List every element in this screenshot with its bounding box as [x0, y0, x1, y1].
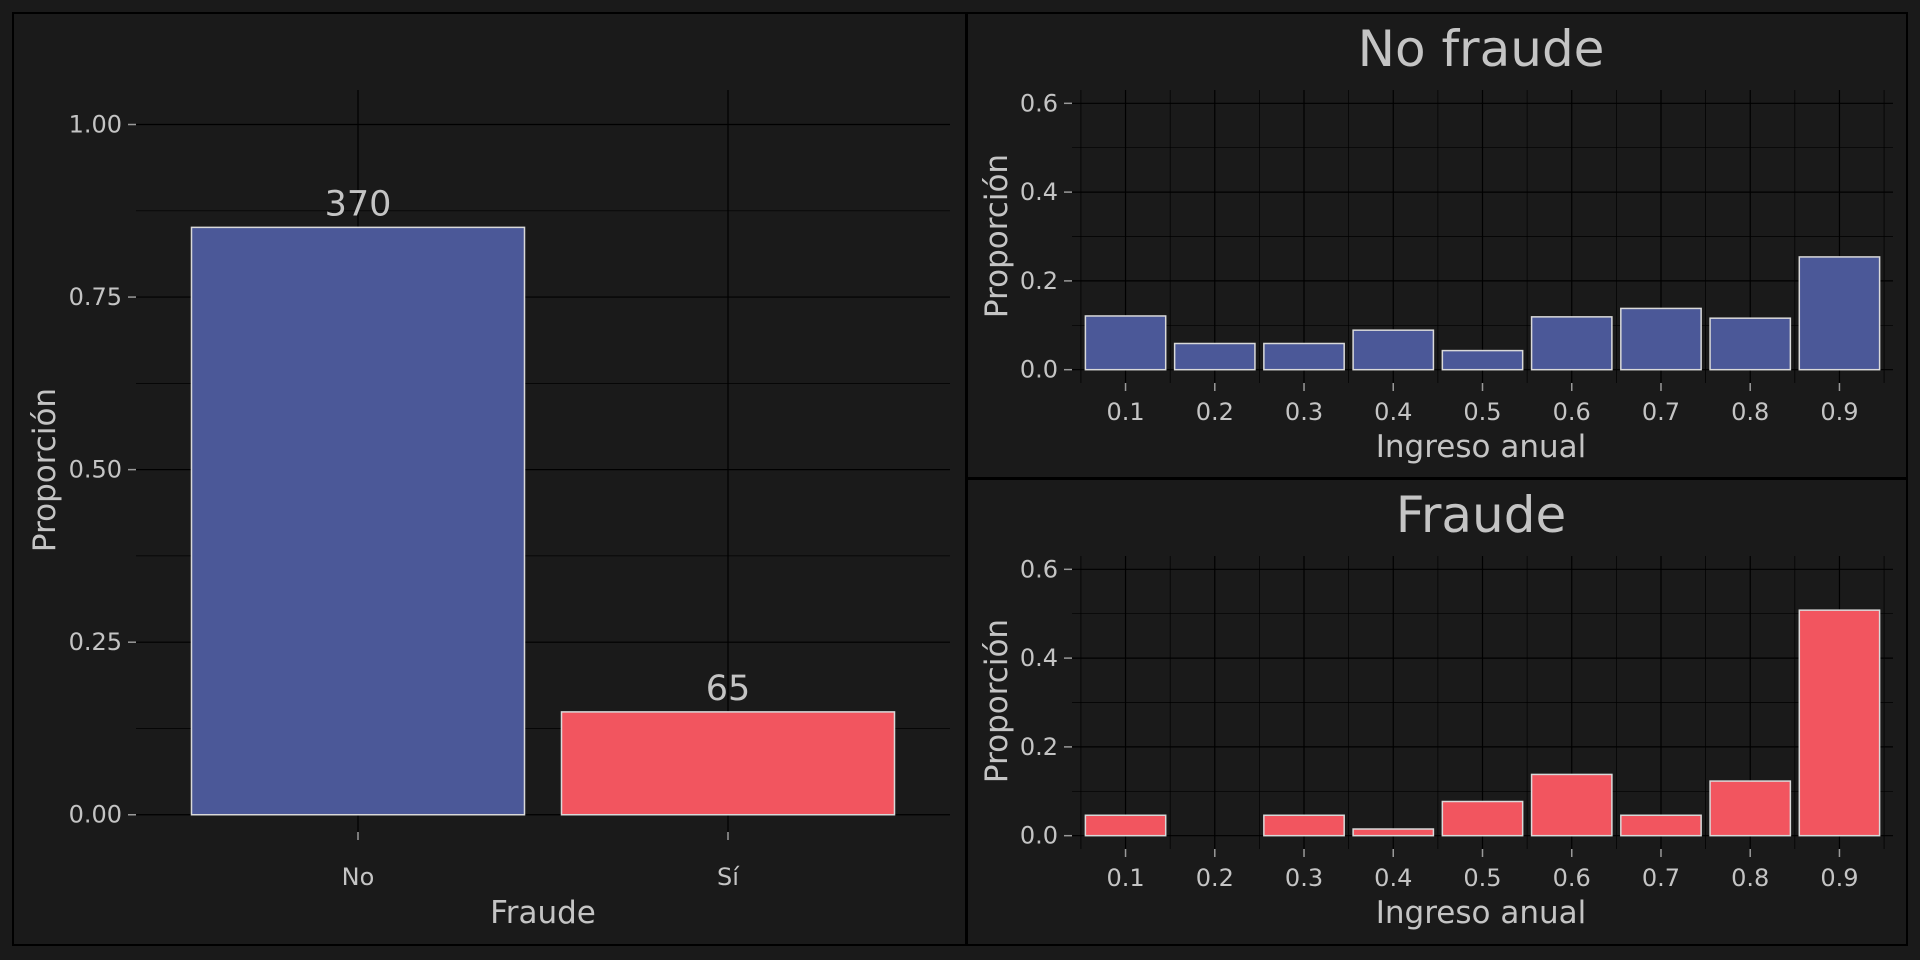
y-axis: 0.0 0.2 0.4 0.6 — [1020, 89, 1072, 384]
x-tick-label: 0.5 — [1463, 864, 1501, 892]
bar-0.5 — [1441, 800, 1524, 837]
no-fraude-histogram: No fraude 0.00.20.40.6 0.1 0.2 0.3 0.4 0.5 0.… — [979, 20, 1893, 465]
x-axis: 0.1 0.2 0.3 0.4 0.5 0.6 0.7 0.8 0.9 — [1106, 849, 1859, 892]
x-tick-label: 0.5 — [1463, 398, 1501, 426]
y-tick-label: 0.00 — [69, 801, 122, 829]
y-tick-label: 0.4 — [1020, 178, 1058, 206]
x-tick-label: 0.2 — [1196, 398, 1234, 426]
bars — [1084, 256, 1881, 371]
x-axis-title: Ingreso anual — [1376, 895, 1586, 931]
x-tick-label: 0.2 — [1196, 864, 1234, 892]
bar-0.1 — [1084, 315, 1167, 371]
x-tick-label: Sí — [717, 863, 740, 891]
bars: 370 65 — [190, 184, 896, 816]
bar-0.2 — [1173, 342, 1256, 371]
bar-0.3 — [1263, 342, 1345, 371]
y-axis: 0.00 0.25 0.50 0.75 1.00 — [69, 111, 136, 829]
bar-0.1 — [1084, 814, 1167, 837]
x-tick-label: 0.6 — [1553, 864, 1591, 892]
x-tick-label: 0.3 — [1285, 864, 1323, 892]
y-tick-label: 0.6 — [1020, 555, 1058, 583]
x-tick-label: 0.3 — [1285, 398, 1323, 426]
y-axis-title: Proporción — [27, 388, 63, 552]
bar-0.9 — [1798, 256, 1881, 371]
x-tick-label: 0.8 — [1731, 398, 1769, 426]
x-tick-label: 0.7 — [1642, 864, 1680, 892]
plot-title: Fraude — [1396, 486, 1567, 544]
x-tick-label: 0.7 — [1642, 398, 1680, 426]
bar-0.8 — [1709, 780, 1792, 837]
bar-0.3 — [1263, 814, 1345, 837]
fraude-proportion-chart: 370 65 0.00 0.25 0.50 0.75 1.00 No Sí Fraude P… — [27, 90, 950, 931]
y-tick-label: 0.25 — [69, 628, 122, 656]
bar-No — [190, 226, 526, 816]
y-tick-label: 0.0 — [1020, 822, 1058, 850]
y-tick-label: 0.6 — [1020, 89, 1058, 117]
data-label: 65 — [706, 669, 751, 709]
y-tick-label: 0.75 — [69, 283, 122, 311]
bar-Sí — [560, 711, 896, 816]
bar-0.6 — [1530, 316, 1613, 371]
bar-0.9 — [1798, 609, 1881, 837]
bars — [1084, 609, 1881, 837]
y-tick-label: 0.2 — [1020, 733, 1058, 761]
y-tick-label: 0.2 — [1020, 267, 1058, 295]
y-tick-label: 1.00 — [69, 111, 122, 139]
y-tick-label: 0.50 — [69, 456, 122, 484]
bar-0.4 — [1352, 828, 1435, 837]
x-axis-title: Fraude — [490, 895, 596, 931]
bar-0.8 — [1709, 317, 1792, 371]
data-label: 370 — [325, 184, 392, 224]
bar-0.7 — [1620, 814, 1702, 837]
y-tick-label: 0.0 — [1020, 356, 1058, 384]
x-axis: No Sí — [342, 832, 740, 891]
plot-title: No fraude — [1358, 20, 1605, 78]
bar-0.5 — [1441, 349, 1524, 371]
y-axis-title: Proporción — [979, 619, 1015, 783]
y-axis: 0.0 0.2 0.4 0.6 — [1020, 555, 1072, 850]
bar-0.7 — [1620, 307, 1702, 371]
bar-0.6 — [1530, 773, 1613, 837]
x-tick-label: 0.9 — [1820, 398, 1858, 426]
x-tick-label: No — [342, 863, 375, 891]
x-tick-label: 0.6 — [1553, 398, 1591, 426]
x-tick-label: 0.4 — [1374, 864, 1412, 892]
x-tick-label: 0.1 — [1106, 864, 1144, 892]
y-tick-label: 0.4 — [1020, 644, 1058, 672]
x-axis: 0.1 0.2 0.3 0.4 0.5 0.6 0.7 0.8 0.9 — [1106, 383, 1859, 426]
fraude-histogram: Fraude 0.00.20.40.6 0.1 0.2 0.3 0.4 0.5 0.6 0.… — [979, 486, 1893, 931]
x-tick-label: 0.1 — [1106, 398, 1144, 426]
x-axis-title: Ingreso anual — [1376, 429, 1586, 465]
x-tick-label: 0.8 — [1731, 864, 1769, 892]
x-tick-label: 0.9 — [1820, 864, 1858, 892]
bar-0.4 — [1352, 329, 1435, 371]
y-axis-title: Proporción — [979, 154, 1015, 318]
x-tick-label: 0.4 — [1374, 398, 1412, 426]
